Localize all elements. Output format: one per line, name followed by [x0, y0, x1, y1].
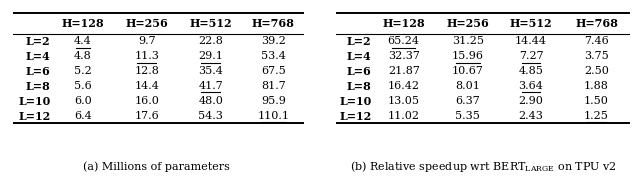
Text: L=10: L=10: [19, 96, 51, 107]
Text: 7.46: 7.46: [584, 36, 609, 46]
Text: 11.02: 11.02: [388, 111, 420, 121]
Text: L=8: L=8: [347, 81, 371, 92]
Text: 11.3: 11.3: [134, 51, 159, 61]
Text: 110.1: 110.1: [257, 111, 289, 121]
Text: H=512: H=512: [189, 18, 232, 29]
Text: H=512: H=512: [509, 18, 552, 29]
Text: 48.0: 48.0: [198, 96, 223, 106]
Text: 31.25: 31.25: [452, 36, 484, 46]
Text: 15.96: 15.96: [452, 51, 484, 61]
Text: 6.4: 6.4: [74, 111, 92, 121]
Text: H=128: H=128: [382, 18, 425, 29]
Text: 5.2: 5.2: [74, 66, 92, 76]
Text: 2.90: 2.90: [518, 96, 543, 106]
Text: 39.2: 39.2: [261, 36, 286, 46]
Text: H=256: H=256: [125, 18, 168, 29]
Text: L=4: L=4: [347, 51, 371, 62]
Text: 67.5: 67.5: [261, 66, 286, 76]
Text: 2.50: 2.50: [584, 66, 609, 76]
Text: L=12: L=12: [19, 110, 51, 121]
Text: 29.1: 29.1: [198, 51, 223, 61]
Text: 22.8: 22.8: [198, 36, 223, 46]
Text: L=10: L=10: [339, 96, 371, 107]
Text: 35.4: 35.4: [198, 66, 223, 76]
Text: 3.75: 3.75: [584, 51, 609, 61]
Text: 1.25: 1.25: [584, 111, 609, 121]
Text: L=6: L=6: [347, 66, 371, 77]
Text: 6.0: 6.0: [74, 96, 92, 106]
Text: 65.24: 65.24: [388, 36, 420, 46]
Text: 3.64: 3.64: [518, 81, 543, 91]
Text: 5.6: 5.6: [74, 81, 92, 91]
Text: 4.85: 4.85: [518, 66, 543, 76]
Text: 53.4: 53.4: [261, 51, 286, 61]
Text: 16.42: 16.42: [388, 81, 420, 91]
Text: 8.01: 8.01: [455, 81, 480, 91]
Text: 81.7: 81.7: [261, 81, 286, 91]
Text: 14.44: 14.44: [515, 36, 547, 46]
Text: 2.43: 2.43: [518, 111, 543, 121]
Text: 12.8: 12.8: [134, 66, 159, 76]
Text: 1.50: 1.50: [584, 96, 609, 106]
Text: L=4: L=4: [26, 51, 51, 62]
Text: H=768: H=768: [575, 18, 618, 29]
Text: 4.4: 4.4: [74, 36, 92, 46]
Text: 6.37: 6.37: [456, 96, 480, 106]
Text: 7.27: 7.27: [519, 51, 543, 61]
Text: H=256: H=256: [446, 18, 489, 29]
Text: 13.05: 13.05: [388, 96, 420, 106]
Text: L=2: L=2: [347, 36, 371, 47]
Text: 17.6: 17.6: [134, 111, 159, 121]
Text: H=128: H=128: [61, 18, 104, 29]
Text: 1.88: 1.88: [584, 81, 609, 91]
Text: L=6: L=6: [26, 66, 51, 77]
Text: H=768: H=768: [252, 18, 295, 29]
Text: 32.37: 32.37: [388, 51, 420, 61]
Text: 95.9: 95.9: [261, 96, 286, 106]
Text: 14.4: 14.4: [134, 81, 159, 91]
Text: 21.87: 21.87: [388, 66, 420, 76]
Text: 5.35: 5.35: [455, 111, 480, 121]
Text: 10.67: 10.67: [452, 66, 484, 76]
Text: 41.7: 41.7: [198, 81, 223, 91]
Text: L=12: L=12: [339, 110, 371, 121]
Text: 9.7: 9.7: [138, 36, 156, 46]
Text: (a) Millions of parameters: (a) Millions of parameters: [83, 161, 230, 172]
Text: 16.0: 16.0: [134, 96, 159, 106]
Text: L=2: L=2: [26, 36, 51, 47]
Text: 54.3: 54.3: [198, 111, 223, 121]
Text: 4.8: 4.8: [74, 51, 92, 61]
Text: (b) Relative speedup wrt BERT$_{\mathregular{LARGE}}$ on TPU v2: (b) Relative speedup wrt BERT$_{\mathreg…: [350, 159, 616, 174]
Text: L=8: L=8: [26, 81, 51, 92]
